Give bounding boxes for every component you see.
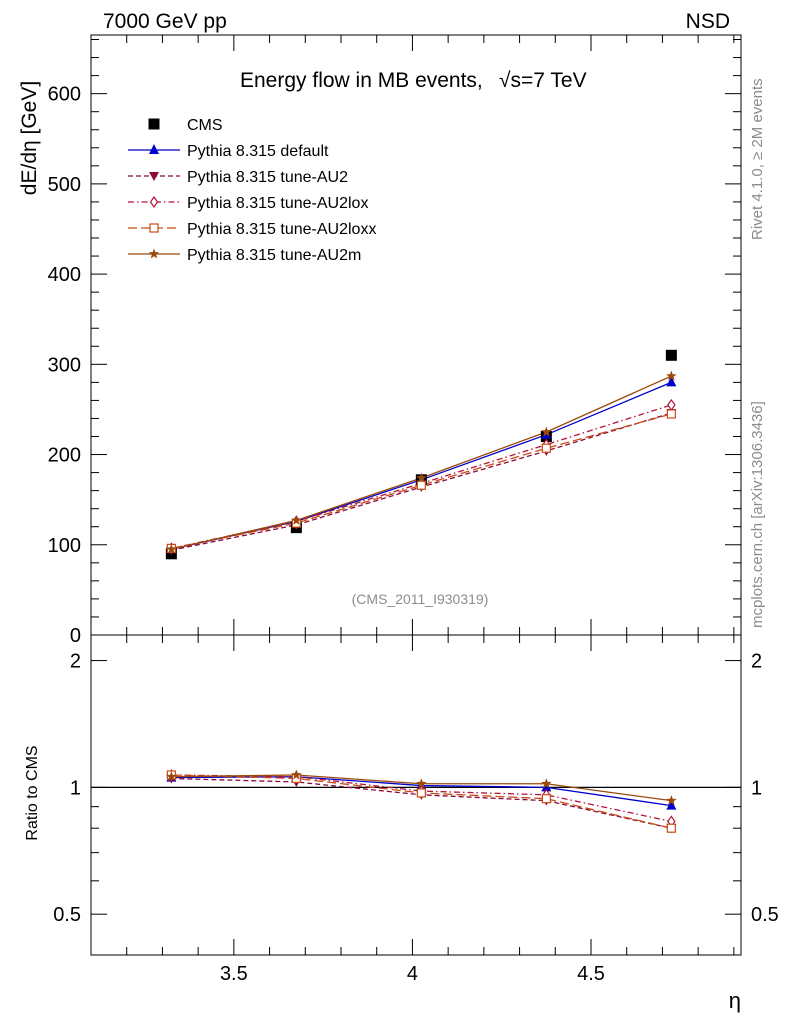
x-tick-label: 4 [407,963,418,985]
main-axis-ticks [91,35,741,636]
cms-data-point [665,349,677,361]
main-panel: 0 100 200 300 400 500 600 Energy flow in MB ev… [18,34,742,647]
ratio-point-5 [166,771,177,782]
legend: CMS Pythia 8.315 default Pythia 8.315 tune… [128,117,376,264]
mcplots-reference-label: mcplots.cern.ch [arXiv:1306.3436] [749,401,766,628]
legend-marker [148,248,160,259]
main-y-tick-label: 600 [48,84,81,106]
mc-point-5 [291,514,302,525]
main-tick-labels: 0 100 200 300 400 500 600 [48,84,81,647]
main-y-tick-label: 500 [48,174,81,196]
chart-title-energy: √s=7 TeV [499,69,587,92]
ratio-y-tick-label-right: 0.5 [751,904,779,926]
ratio-y-tick-label-left: 2 [70,651,81,673]
main-y-tick-label: 0 [70,625,81,647]
mc-point-5 [541,426,552,437]
y-axis-label: dE/dη [GeV] [18,81,41,195]
ratio-point-5 [666,795,677,806]
analysis-label: (CMS_2011_I930319) [352,591,489,607]
mc-point-1 [666,376,677,387]
legend-marker [149,223,159,233]
rivet-version-label: Rivet 4.1.0, ≥ 2M events [749,78,766,240]
main-y-tick-label: 300 [48,354,81,376]
x-tick-label: 3.5 [220,963,248,985]
ratio-y-tick-label-left: 0.5 [53,904,81,926]
legend-marker [149,195,159,209]
ratio-point-5 [541,778,552,789]
legend-label: Pythia 8.315 tune-AU2m [187,247,361,264]
ratio-y-axis-label: Ratio to CMS [24,745,41,840]
main-series-group [165,349,677,560]
mc-point-4 [416,480,426,490]
ratio-panel: 0.5 0.5 1 1 2 2 Ratio to CMS [24,634,779,956]
chart-title: Energy flow in MB events, [240,69,483,92]
legend-label: Pythia 8.315 tune-AU2 [187,169,348,186]
ratio-point-5 [291,769,302,780]
legend-label: CMS [187,117,223,134]
ratio-y-tick-label-right: 1 [751,777,762,799]
header-process-label: NSD [686,10,730,33]
legend-label: Pythia 8.315 tune-AU2loxx [187,221,376,238]
ratio-point-5 [416,778,427,789]
ratio-y-tick-label-right: 2 [751,651,762,673]
ratio-point-4 [666,823,676,833]
legend-marker [148,118,160,130]
x-tick-label: 4.5 [577,963,605,985]
mc-point-5 [666,370,677,381]
ratio-point-4 [416,788,426,798]
x-axis-label: η [729,988,741,1013]
header-beam-label: 7000 GeV pp [103,10,227,33]
main-line-4 [171,413,672,550]
mc-point-4 [666,409,676,419]
ratio-tick-labels: 0.5 0.5 1 1 2 2 [53,651,779,927]
legend-label: Pythia 8.315 tune-AU2lox [187,195,368,212]
mc-point-5 [416,472,427,483]
main-y-tick-label: 100 [48,535,81,557]
ratio-point-4 [541,794,551,804]
legend-marker [149,144,159,154]
x-tick-labels: 3.5 4 4.5 [220,963,605,985]
ratio-point-1 [666,799,677,810]
mc-point-4 [541,443,551,453]
mc-point-5 [166,543,177,554]
ratio-y-tick-label-left: 1 [70,777,81,799]
legend-label: Pythia 8.315 default [187,143,329,160]
main-y-tick-label: 400 [48,264,81,286]
ratio-series-group [166,768,677,834]
ratio-point-1 [541,781,552,792]
ratio-panel-frame [90,634,742,956]
legend-marker [149,172,159,181]
main-y-tick-label: 200 [48,445,81,467]
